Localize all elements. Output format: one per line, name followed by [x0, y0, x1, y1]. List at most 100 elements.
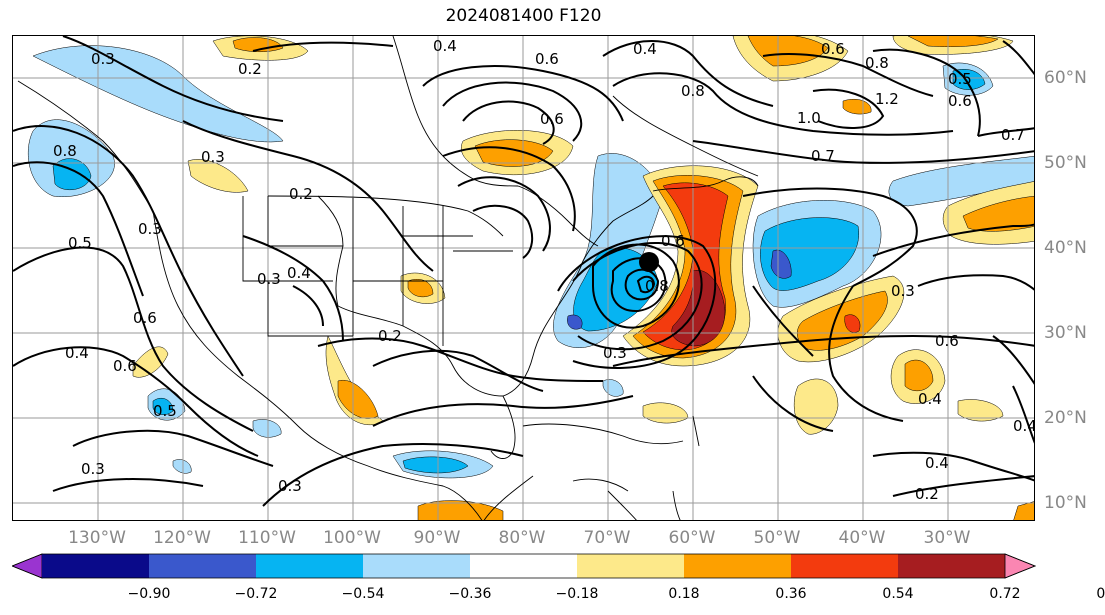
contour-label: 0.3	[138, 220, 162, 238]
contour-label: 0.3	[603, 344, 627, 362]
colorbar-tick-label: −0.18	[555, 586, 599, 602]
colorbar-segment	[42, 554, 149, 578]
colorbar-tick-label: −0.72	[234, 586, 278, 602]
fill-orange	[417, 500, 504, 520]
lon-label: 110°W	[238, 528, 296, 548]
fill-blue	[402, 456, 469, 474]
contour-label: 0.4	[925, 454, 949, 472]
contour-label: 0.7	[811, 147, 835, 165]
lat-label: 50°N	[1044, 153, 1087, 173]
contour-label: 0.7	[1001, 126, 1025, 144]
contour-label: 0.4	[433, 37, 457, 55]
anomaly-fills	[27, 36, 1034, 520]
contour-label: 0.8	[53, 142, 77, 160]
contour-label: 0.6	[540, 110, 564, 128]
fill-orange	[904, 359, 934, 392]
fill-yellow	[793, 378, 839, 435]
lat-label: 30°N	[1044, 323, 1087, 343]
fill-orange	[842, 98, 872, 115]
colorbar-tick-label: 0.90	[1096, 586, 1105, 602]
colorbar-segments	[12, 553, 1037, 579]
lon-label: 50°W	[753, 528, 801, 548]
contour-label: 0.3	[91, 50, 115, 68]
contour-label: 0.3	[201, 148, 225, 166]
lon-label: 90°W	[413, 528, 461, 548]
fill-mid-blue	[567, 314, 583, 330]
contour-label: 0.3	[891, 282, 915, 300]
lat-label: 60°N	[1044, 68, 1087, 88]
fill-mid-blue	[770, 249, 792, 279]
contour-label: 0.8	[865, 54, 889, 72]
contour-label: 0.4	[287, 264, 311, 282]
contour-label: 0.3	[278, 477, 302, 495]
map-canvas: 0.3 0.2 0.4 0.6 0.4 0.6 0.8 0.6 0.8 1.0 …	[13, 36, 1035, 520]
fill-light-blue	[27, 119, 115, 198]
contour-labels: 0.3 0.2 0.4 0.6 0.4 0.6 0.8 0.6 0.8 1.0 …	[53, 37, 1035, 503]
colorbar-segment	[256, 554, 363, 578]
colorbar-segment	[684, 554, 791, 578]
fill-yellow	[187, 159, 249, 193]
contour-label: 0.6	[113, 357, 137, 375]
colorbar-tick-label: 0.54	[882, 586, 914, 602]
colorbar-tick-label: −0.36	[448, 586, 492, 602]
contour-label: 0.3	[81, 460, 105, 478]
contour-label: 0.2	[915, 485, 939, 503]
fill-yellow	[642, 402, 689, 424]
lat-label: 40°N	[1044, 238, 1087, 258]
contour-label: 0.8	[645, 277, 669, 295]
colorbar-tick-label: 0.72	[989, 586, 1021, 602]
lon-label: 100°W	[323, 528, 381, 548]
fill-orange	[1013, 501, 1034, 520]
contour-label: 0.6	[935, 332, 959, 350]
lon-label: 80°W	[498, 528, 546, 548]
contour-label: 0.2	[378, 327, 402, 345]
colorbar-segment	[898, 554, 1005, 578]
contour-label: 0.8	[681, 82, 705, 100]
contour-label: 1.2	[875, 90, 899, 108]
contour-label: 0.2	[238, 60, 262, 78]
contour-label: 0.5	[68, 234, 92, 252]
fill-blue	[152, 397, 174, 415]
weather-map: 0.3 0.2 0.4 0.6 0.4 0.6 0.8 0.6 0.8 1.0 …	[12, 35, 1035, 521]
contour-label: 0.6	[948, 92, 972, 110]
lon-label: 120°W	[153, 528, 211, 548]
colorbar-segment	[577, 554, 684, 578]
coastlines	[17, 36, 759, 520]
contour-label: 0.4	[633, 40, 657, 58]
fill-red-orange	[844, 314, 861, 333]
fill-yellow	[325, 335, 384, 426]
lat-label: 10°N	[1044, 493, 1087, 513]
fill-orange	[407, 278, 434, 298]
fill-orange	[747, 36, 829, 67]
lon-label: 30°W	[923, 528, 971, 548]
contour-label: 0.5	[948, 70, 972, 88]
fill-light-blue	[172, 459, 192, 474]
colorbar-segment	[363, 554, 470, 578]
colorbar-tick-label: 0.36	[775, 586, 807, 602]
fill-light-blue	[252, 419, 282, 438]
map-title: 2024081400 F120	[445, 6, 602, 26]
contour-label: 0.3	[257, 270, 281, 288]
colorbar-segment	[791, 554, 898, 578]
lon-label: 40°W	[838, 528, 886, 548]
contour-label: 0.2	[289, 185, 313, 203]
colorbar-extend-right	[1004, 553, 1037, 579]
colorbar-extend-left	[12, 553, 43, 579]
contour-label: 0.5	[153, 402, 177, 420]
fill-yellow	[132, 346, 169, 378]
colorbar-segment	[149, 554, 256, 578]
lat-label: 20°N	[1044, 408, 1087, 428]
lon-label: 60°W	[668, 528, 716, 548]
colorbar-tick-label: 0.18	[668, 586, 700, 602]
colorbar-segment	[470, 554, 577, 578]
contour-label: 0.6	[821, 40, 845, 58]
contour-lines	[13, 36, 1034, 507]
contour-label: 1.0	[797, 109, 821, 127]
contour-label: 0.4	[65, 344, 89, 362]
fill-orange	[337, 379, 379, 419]
contour-label: 0.4	[1013, 417, 1035, 435]
storm-center-marker	[639, 252, 659, 272]
colorbar-tick-label: −0.90	[127, 586, 171, 602]
contour-label: 0.6	[661, 232, 685, 250]
lon-label: 70°W	[583, 528, 631, 548]
